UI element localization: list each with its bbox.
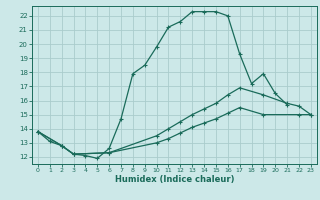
X-axis label: Humidex (Indice chaleur): Humidex (Indice chaleur) (115, 175, 234, 184)
